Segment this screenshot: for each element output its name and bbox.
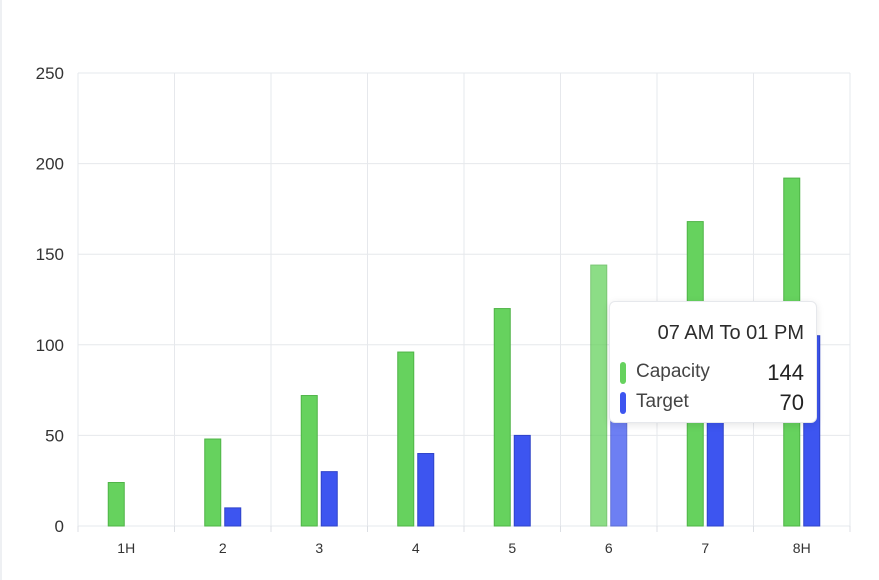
capacity-bar (300, 395, 318, 527)
tooltip-value: 144 (767, 360, 804, 385)
y-tick-label: 150 (36, 245, 64, 264)
target-bar (417, 453, 435, 527)
capacity-bar (204, 438, 222, 527)
y-tick-label: 50 (45, 426, 64, 445)
target-swatch (620, 392, 626, 414)
capacity-bar (493, 308, 511, 527)
x-tick-label: 5 (508, 540, 516, 556)
y-tick-label: 100 (36, 336, 64, 355)
y-tick-label: 250 (36, 64, 64, 83)
tooltip-value: 70 (779, 390, 804, 415)
x-tick-label: 6 (605, 540, 613, 556)
tooltip-title: 07 AM To 01 PM (657, 322, 804, 344)
y-tick-label: 200 (36, 155, 64, 174)
y-tick-label: 0 (55, 517, 64, 536)
x-tick-label: 2 (219, 540, 227, 556)
x-tick-label: 4 (412, 540, 420, 556)
x-tick-label: 7 (701, 540, 709, 556)
capacity-swatch (620, 362, 626, 384)
tooltip-label: Target (636, 391, 689, 412)
tooltip-row-target: Target 70 (620, 390, 804, 416)
capacity-bar (397, 351, 415, 527)
tooltip-label: Capacity (636, 361, 710, 382)
target-bar (513, 434, 531, 527)
capacity-bar (107, 482, 125, 527)
capacity-bar (590, 264, 608, 527)
target-bar (224, 507, 242, 527)
x-tick-label: 8H (793, 540, 811, 556)
target-bar (320, 471, 338, 527)
x-tick-label: 3 (315, 540, 323, 556)
chart-tooltip: 07 AM To 01 PM Capacity 144 Target 70 (609, 301, 817, 423)
x-tick-label: 1H (117, 540, 135, 556)
tooltip-row-capacity: Capacity 144 (620, 360, 804, 386)
